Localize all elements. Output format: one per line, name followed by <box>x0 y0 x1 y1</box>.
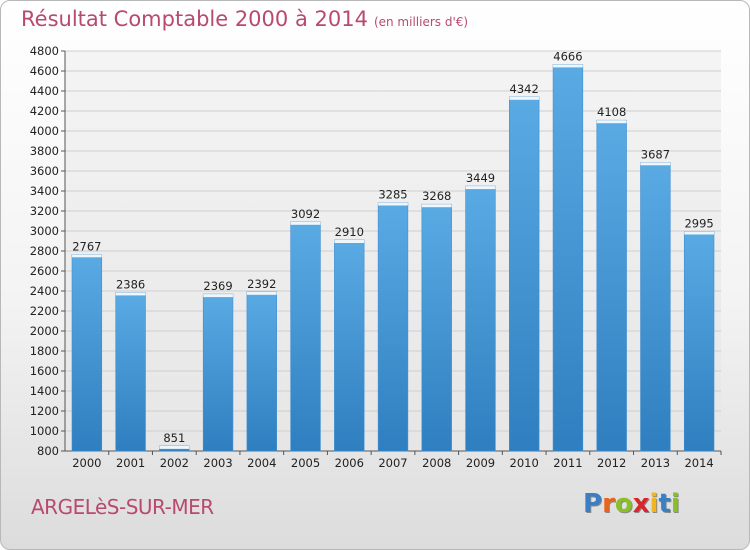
chart-subtitle: (en milliers d'€) <box>373 15 469 29</box>
data-label: 2386 <box>116 277 145 291</box>
y-tick-label: 2800 <box>30 244 59 258</box>
y-tick-label: 1400 <box>30 384 59 398</box>
brand-logo: Proxiti <box>583 489 680 519</box>
data-label: 4108 <box>597 105 626 119</box>
bar-top-highlight <box>421 204 452 208</box>
y-tick-label: 3200 <box>30 204 59 218</box>
x-tick-label: 2001 <box>116 456 145 470</box>
x-tick-label: 2006 <box>335 456 364 470</box>
bar <box>115 292 146 452</box>
data-label: 3449 <box>466 171 495 185</box>
data-label: 2910 <box>335 225 364 239</box>
bar <box>334 239 365 452</box>
location-label: ARGELèS-SUR-MER <box>31 495 214 519</box>
brand-letter: i <box>670 489 680 519</box>
bar <box>640 162 671 452</box>
y-tick-label: 4800 <box>30 44 59 58</box>
bar <box>71 254 103 452</box>
data-label: 3285 <box>378 188 407 202</box>
bar <box>596 119 627 452</box>
bar <box>421 203 452 452</box>
x-tick-label: 2009 <box>466 456 495 470</box>
bar-top-highlight <box>115 292 146 296</box>
bar-top-highlight <box>203 294 233 298</box>
x-tick-label: 2012 <box>597 456 626 470</box>
y-tick-label: 1800 <box>30 344 59 358</box>
data-label: 3092 <box>291 207 320 221</box>
bar <box>377 202 409 452</box>
y-tick-label: 2600 <box>30 264 59 278</box>
y-tick-label: 3400 <box>30 184 59 198</box>
data-label: 3687 <box>641 147 670 161</box>
brand-letter: o <box>614 489 633 519</box>
bar-top-highlight <box>290 221 321 225</box>
x-tick-label: 2011 <box>553 456 582 470</box>
y-tick-label: 2000 <box>30 324 59 338</box>
bar <box>246 291 277 452</box>
chart-title: Résultat Comptable 2000 à 2014 (en millie… <box>21 7 468 31</box>
bar-top-highlight <box>334 240 365 243</box>
data-label: 2995 <box>684 217 713 231</box>
bar-top-highlight <box>553 64 583 68</box>
bar-top-highlight <box>596 120 627 124</box>
data-label: 2767 <box>72 239 101 253</box>
x-tick-label: 2014 <box>684 456 713 470</box>
y-tick-label: 1000 <box>30 424 59 438</box>
x-tick-label: 2002 <box>160 456 189 470</box>
data-label: 2369 <box>203 279 232 293</box>
y-tick-label: 4400 <box>30 84 59 98</box>
bar <box>290 221 321 452</box>
y-tick-label: 800 <box>37 444 59 458</box>
x-tick-label: 2007 <box>378 456 407 470</box>
bar <box>465 185 496 452</box>
data-label: 2392 <box>247 277 276 291</box>
bar-top-highlight <box>71 254 102 258</box>
y-tick-label: 2200 <box>30 304 59 318</box>
x-tick-label: 2005 <box>291 456 320 470</box>
y-tick-label: 4000 <box>30 124 59 138</box>
chart-title-text: Résultat Comptable 2000 à 2014 <box>21 7 368 31</box>
x-tick-label: 2000 <box>72 456 101 470</box>
y-tick-label: 1600 <box>30 364 59 378</box>
x-tick-label: 2003 <box>203 456 232 470</box>
data-label: 851 <box>163 431 185 445</box>
y-tick-label: 3800 <box>30 144 59 158</box>
bar-top-highlight <box>378 202 408 206</box>
bar-top-highlight <box>509 96 540 100</box>
y-tick-label: 2400 <box>30 284 59 298</box>
data-label: 4342 <box>510 82 539 96</box>
brand-letter: r <box>602 489 615 519</box>
bar-top-highlight <box>640 162 671 166</box>
brand-letter: i <box>649 489 659 519</box>
x-tick-label: 2004 <box>247 456 276 470</box>
x-tick-label: 2010 <box>510 456 539 470</box>
bar-top-highlight <box>159 445 190 449</box>
data-label: 3268 <box>422 189 451 203</box>
bar-top-highlight <box>246 291 277 295</box>
brand-letter: x <box>632 489 650 519</box>
bar-top-highlight <box>465 186 496 190</box>
bar-top-highlight <box>684 231 715 235</box>
brand-letter: t <box>658 489 671 519</box>
bar <box>509 96 540 452</box>
y-tick-label: 4200 <box>30 104 59 118</box>
y-tick-label: 3000 <box>30 224 59 238</box>
bar <box>683 231 715 452</box>
bar <box>552 64 584 452</box>
bar <box>202 293 234 452</box>
data-label: 4666 <box>553 49 582 63</box>
y-tick-label: 3600 <box>30 164 59 178</box>
x-tick-label: 2008 <box>422 456 451 470</box>
brand-letter: P <box>583 489 603 519</box>
x-tick-label: 2013 <box>641 456 670 470</box>
y-tick-label: 1200 <box>30 404 59 418</box>
y-tick-label: 4600 <box>30 64 59 78</box>
